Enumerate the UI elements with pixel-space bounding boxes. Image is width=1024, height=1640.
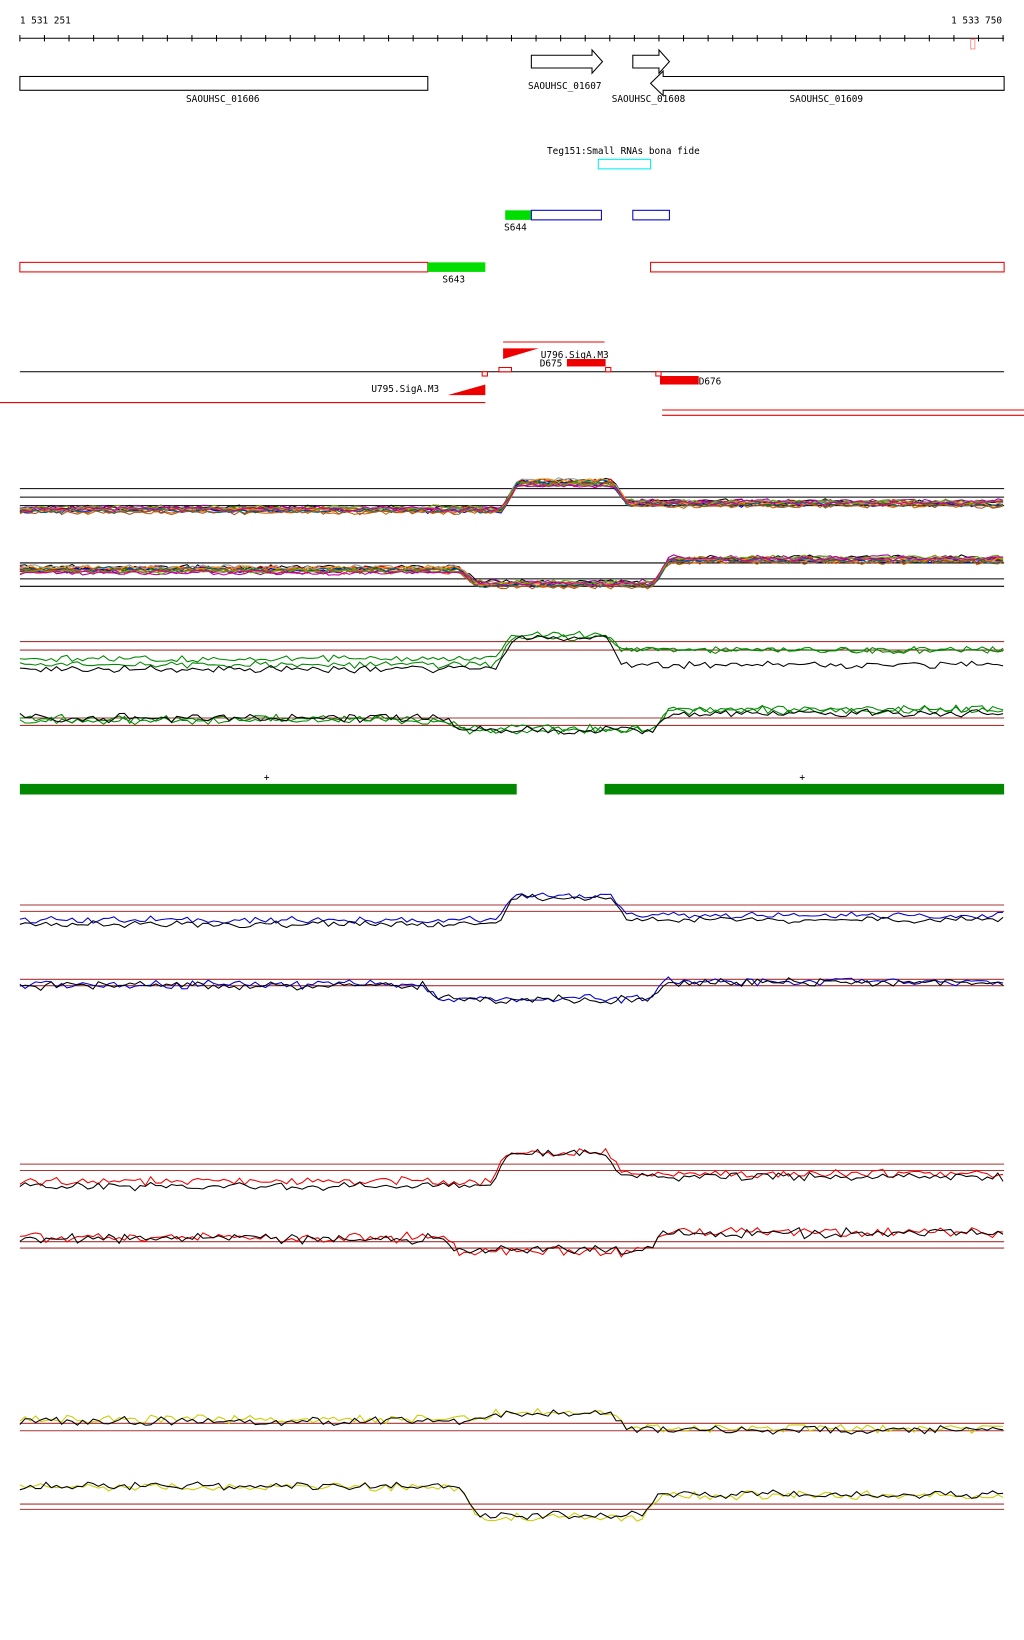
trace [19, 482, 1004, 513]
strand-bar [19, 783, 517, 795]
trace [19, 1407, 1004, 1434]
trace [19, 893, 1004, 929]
promoter-label: U796.SigA.M3 [541, 350, 609, 361]
ruler-ticks [19, 35, 1004, 42]
trace [19, 1147, 1004, 1187]
promoter-label: D676 [699, 376, 722, 387]
promoter-label: D675 [540, 358, 563, 369]
gene-box [19, 75, 429, 91]
segment [632, 209, 670, 221]
trace [19, 705, 1004, 734]
trace [19, 704, 1004, 735]
segment-label: S643 [442, 274, 465, 285]
segment [650, 261, 1005, 273]
trace [19, 1226, 1004, 1255]
trace [19, 558, 1004, 590]
segment [505, 210, 532, 220]
trace [19, 555, 1004, 586]
trace [19, 708, 1004, 735]
gene-label: SAOUHSC_01606 [186, 94, 260, 105]
segment [19, 261, 429, 273]
strand-bar [604, 783, 1005, 795]
trace [19, 634, 1004, 674]
promoter [447, 384, 486, 396]
trace [19, 630, 1004, 663]
trace [19, 634, 1004, 670]
ruler-start: 1 531 251 [20, 15, 71, 26]
segment [530, 209, 602, 221]
gene-label: SAOUHSC_01609 [790, 94, 864, 105]
strand-label: + [264, 773, 270, 784]
trace [19, 977, 1004, 1005]
ruler-end: 1 533 750 [951, 15, 1002, 26]
site [605, 366, 612, 373]
promoter-label: U795.SigA.M3 [371, 384, 439, 395]
gene-arrow [530, 48, 604, 75]
srna-label: Teg151:Small RNAs bona fide [547, 146, 700, 157]
site [481, 371, 488, 377]
promoter [503, 348, 539, 360]
trace [19, 892, 1004, 924]
trace [19, 1481, 1004, 1520]
strand-label: + [799, 773, 805, 784]
trace [19, 1226, 1004, 1258]
promoter [566, 359, 606, 367]
trace [19, 1409, 1004, 1435]
trace [19, 1481, 1004, 1522]
site [498, 366, 512, 373]
expression-traces [19, 477, 1005, 1522]
promoter [660, 376, 699, 385]
gene-label: SAOUHSC_01607 [528, 81, 602, 92]
segment [427, 262, 486, 272]
gene-arrow [632, 48, 671, 75]
gene-label: SAOUHSC_01608 [612, 94, 686, 105]
srna-box [597, 158, 652, 170]
trace [19, 1148, 1004, 1192]
site [655, 371, 662, 377]
segment-label: S644 [504, 222, 527, 233]
gene-arrow [649, 69, 1005, 97]
ruler-marker [970, 38, 976, 50]
